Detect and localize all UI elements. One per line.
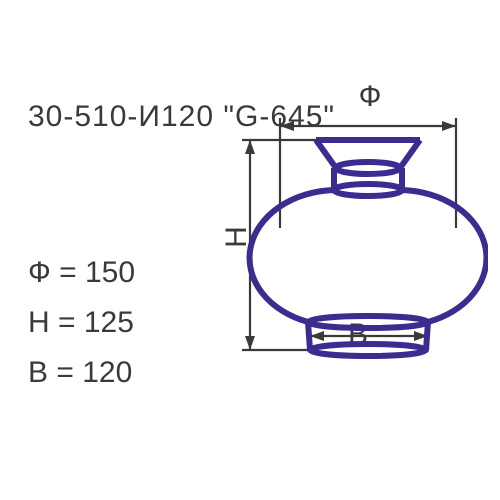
- page: 30-510-И120 "G-645" Ф = 150 H = 125 B = …: [0, 0, 500, 500]
- legend-phi: Ф = 150: [28, 248, 135, 298]
- legend-h: H = 125: [28, 298, 135, 348]
- legend-b: B = 120: [28, 348, 135, 398]
- lamp-diagram: [218, 78, 488, 368]
- dimension-legend: Ф = 150 H = 125 B = 120: [28, 248, 135, 398]
